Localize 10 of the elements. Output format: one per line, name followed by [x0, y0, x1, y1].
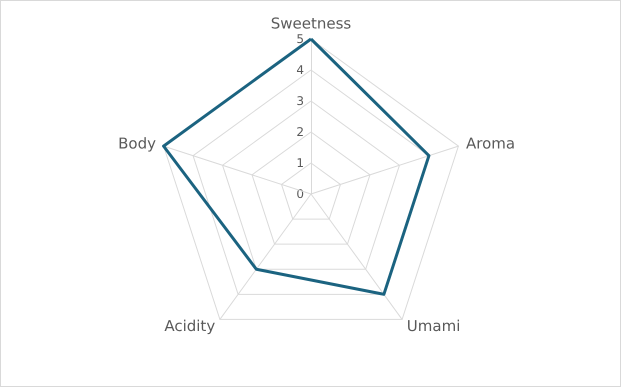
- spoke-label: Aroma: [466, 134, 516, 153]
- y-tick-label: 3: [296, 94, 304, 108]
- spoke-label: Body: [118, 134, 156, 153]
- y-tick-label: 2: [296, 125, 304, 139]
- spoke-label: Sweetness: [270, 14, 352, 32]
- y-tick-label: 4: [296, 63, 304, 77]
- y-tick-label: 1: [296, 156, 304, 170]
- y-tick-label: 5: [296, 32, 304, 46]
- spoke-label: Acidity: [164, 316, 216, 335]
- spoke-label: Umami: [406, 316, 460, 335]
